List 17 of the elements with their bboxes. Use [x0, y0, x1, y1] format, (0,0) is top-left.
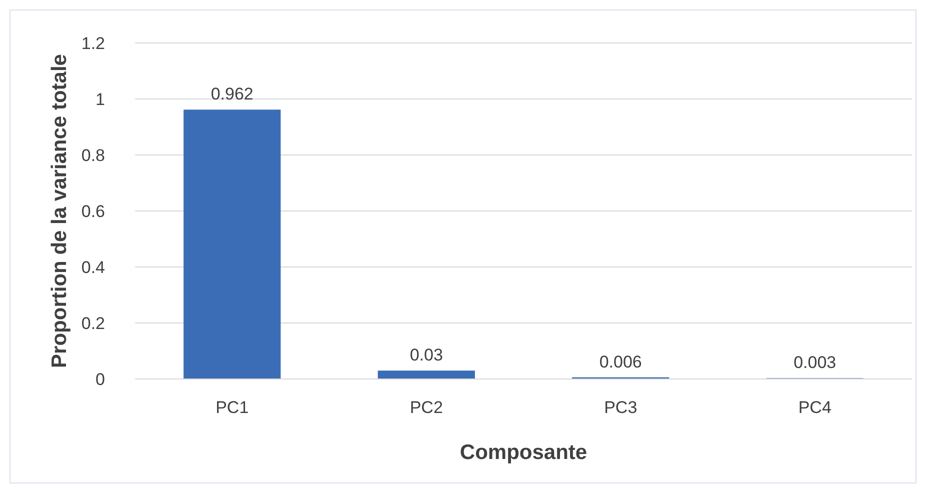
x-tick-label: PC3	[604, 398, 638, 417]
x-tick-label: PC4	[798, 398, 832, 417]
y-tick-label: 0.4	[81, 258, 105, 277]
data-label: 0.006	[599, 352, 642, 372]
data-label: 0.003	[794, 353, 836, 372]
y-tick-label: 0.2	[81, 314, 105, 333]
y-tick-label: 1	[96, 90, 105, 109]
x-tick-label: PC2	[410, 398, 443, 417]
y-tick-label: 1.2	[81, 34, 105, 53]
x-axis-title: Composante	[460, 441, 588, 464]
y-tick-label: 0.8	[81, 146, 105, 165]
y-tick-label: 0.6	[81, 202, 105, 221]
y-tick-label: 0	[96, 370, 105, 389]
data-label: 0.962	[210, 84, 254, 104]
y-axis-title: Proportion de la variance totale	[48, 54, 71, 368]
x-tick-label: PC1	[216, 398, 249, 417]
data-label: 0.03	[410, 346, 443, 365]
